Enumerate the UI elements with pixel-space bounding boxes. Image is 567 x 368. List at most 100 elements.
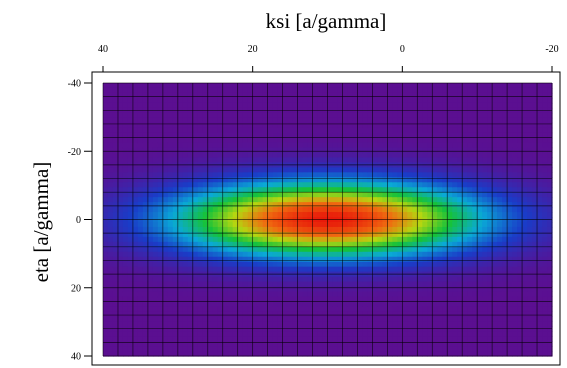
heatmap-cell xyxy=(287,182,294,188)
heatmap-cell xyxy=(307,97,314,104)
heatmap-cell xyxy=(317,311,324,317)
heatmap-cell xyxy=(392,182,398,188)
heatmap-cell xyxy=(177,276,184,283)
heatmap-cell xyxy=(427,226,433,233)
heatmap-cell xyxy=(522,346,528,352)
heatmap-cell xyxy=(212,167,219,173)
heatmap-cell xyxy=(307,251,314,258)
heatmap-cell xyxy=(202,202,209,208)
heatmap-cell xyxy=(497,351,503,357)
heatmap-cell xyxy=(192,236,199,243)
heatmap-cell xyxy=(502,331,508,337)
heatmap-cell xyxy=(247,92,254,99)
heatmap-cell xyxy=(282,231,289,238)
heatmap-cell xyxy=(347,251,354,258)
heatmap-cell xyxy=(107,147,114,154)
heatmap-cell xyxy=(402,286,408,293)
heatmap-cell xyxy=(137,97,144,104)
heatmap-cell xyxy=(427,316,433,322)
heatmap-cell xyxy=(317,336,324,342)
heatmap-cell xyxy=(182,172,189,178)
heatmap-cell xyxy=(522,286,528,293)
heatmap-cell xyxy=(147,351,154,357)
heatmap-cell xyxy=(417,256,423,263)
heatmap-cell xyxy=(402,221,408,228)
heatmap-cell xyxy=(437,261,443,268)
heatmap-cell xyxy=(137,177,144,183)
heatmap-cell xyxy=(467,127,473,134)
heatmap-cell xyxy=(197,92,204,99)
heatmap-cell xyxy=(527,202,533,208)
heatmap-cell xyxy=(177,346,184,352)
heatmap-cell xyxy=(217,137,224,144)
heatmap-cell xyxy=(437,256,443,263)
heatmap-cell xyxy=(272,311,279,317)
heatmap-cell xyxy=(482,301,488,307)
heatmap-cell xyxy=(182,281,189,288)
heatmap-cell xyxy=(352,246,359,253)
heatmap-cell xyxy=(362,256,369,263)
heatmap-cell xyxy=(532,351,538,357)
heatmap-cell xyxy=(522,117,528,124)
heatmap-cell xyxy=(407,241,413,248)
heatmap-cell xyxy=(417,231,423,238)
heatmap-cell xyxy=(237,251,244,258)
heatmap-cell xyxy=(302,246,309,253)
heatmap-cell xyxy=(487,177,493,183)
heatmap-cell xyxy=(467,316,473,322)
heatmap-cell xyxy=(487,87,493,94)
heatmap-cell xyxy=(337,296,344,302)
heatmap-cell xyxy=(242,336,249,342)
heatmap-cell xyxy=(327,192,334,198)
heatmap-cell xyxy=(412,117,418,124)
heatmap-cell xyxy=(117,261,124,268)
heatmap-cell xyxy=(382,92,388,99)
heatmap-cell xyxy=(227,296,234,302)
heatmap-cell xyxy=(222,167,229,173)
heatmap-cell xyxy=(112,251,119,258)
heatmap-cell xyxy=(447,226,453,233)
heatmap-cell xyxy=(497,261,503,268)
heatmap-cell xyxy=(112,311,119,317)
heatmap-cell xyxy=(467,336,473,342)
heatmap-cell xyxy=(432,266,438,273)
heatmap-cell xyxy=(267,276,274,283)
heatmap-cell xyxy=(317,83,324,89)
heatmap-cell xyxy=(292,266,299,273)
heatmap-cell xyxy=(357,102,364,109)
heatmap-cell xyxy=(392,117,398,124)
heatmap-cell xyxy=(287,112,294,119)
heatmap-cell xyxy=(392,83,398,89)
heatmap-cell xyxy=(532,132,538,139)
heatmap-cell xyxy=(412,157,418,164)
heatmap-cell xyxy=(352,177,359,183)
heatmap-cell xyxy=(457,261,463,268)
heatmap-cell xyxy=(202,122,209,129)
heatmap-cell xyxy=(527,122,533,129)
heatmap-cell xyxy=(127,336,134,342)
heatmap-cell xyxy=(477,231,483,238)
heatmap-cell xyxy=(357,132,364,139)
heatmap-cell xyxy=(462,266,468,273)
plot-frame xyxy=(91,71,561,366)
heatmap-cell xyxy=(227,197,234,203)
heatmap-cell xyxy=(142,256,149,263)
heatmap-cell xyxy=(287,241,294,248)
heatmap-cell xyxy=(297,177,304,183)
heatmap-cell xyxy=(487,137,493,144)
heatmap-cell xyxy=(487,147,493,154)
heatmap-cell xyxy=(522,221,528,228)
heatmap-cell xyxy=(322,286,329,293)
heatmap-cell xyxy=(452,187,458,193)
heatmap-cell xyxy=(267,291,274,298)
heatmap-cell xyxy=(103,97,109,104)
heatmap-cell xyxy=(297,241,304,248)
heatmap-cell xyxy=(397,241,403,248)
heatmap-cell xyxy=(187,202,194,208)
heatmap-cell xyxy=(507,137,513,144)
heatmap-cell xyxy=(322,192,329,198)
heatmap-cell xyxy=(482,346,488,352)
heatmap-cell xyxy=(382,132,388,139)
heatmap-cell xyxy=(492,231,498,238)
heatmap-cell xyxy=(412,177,418,183)
